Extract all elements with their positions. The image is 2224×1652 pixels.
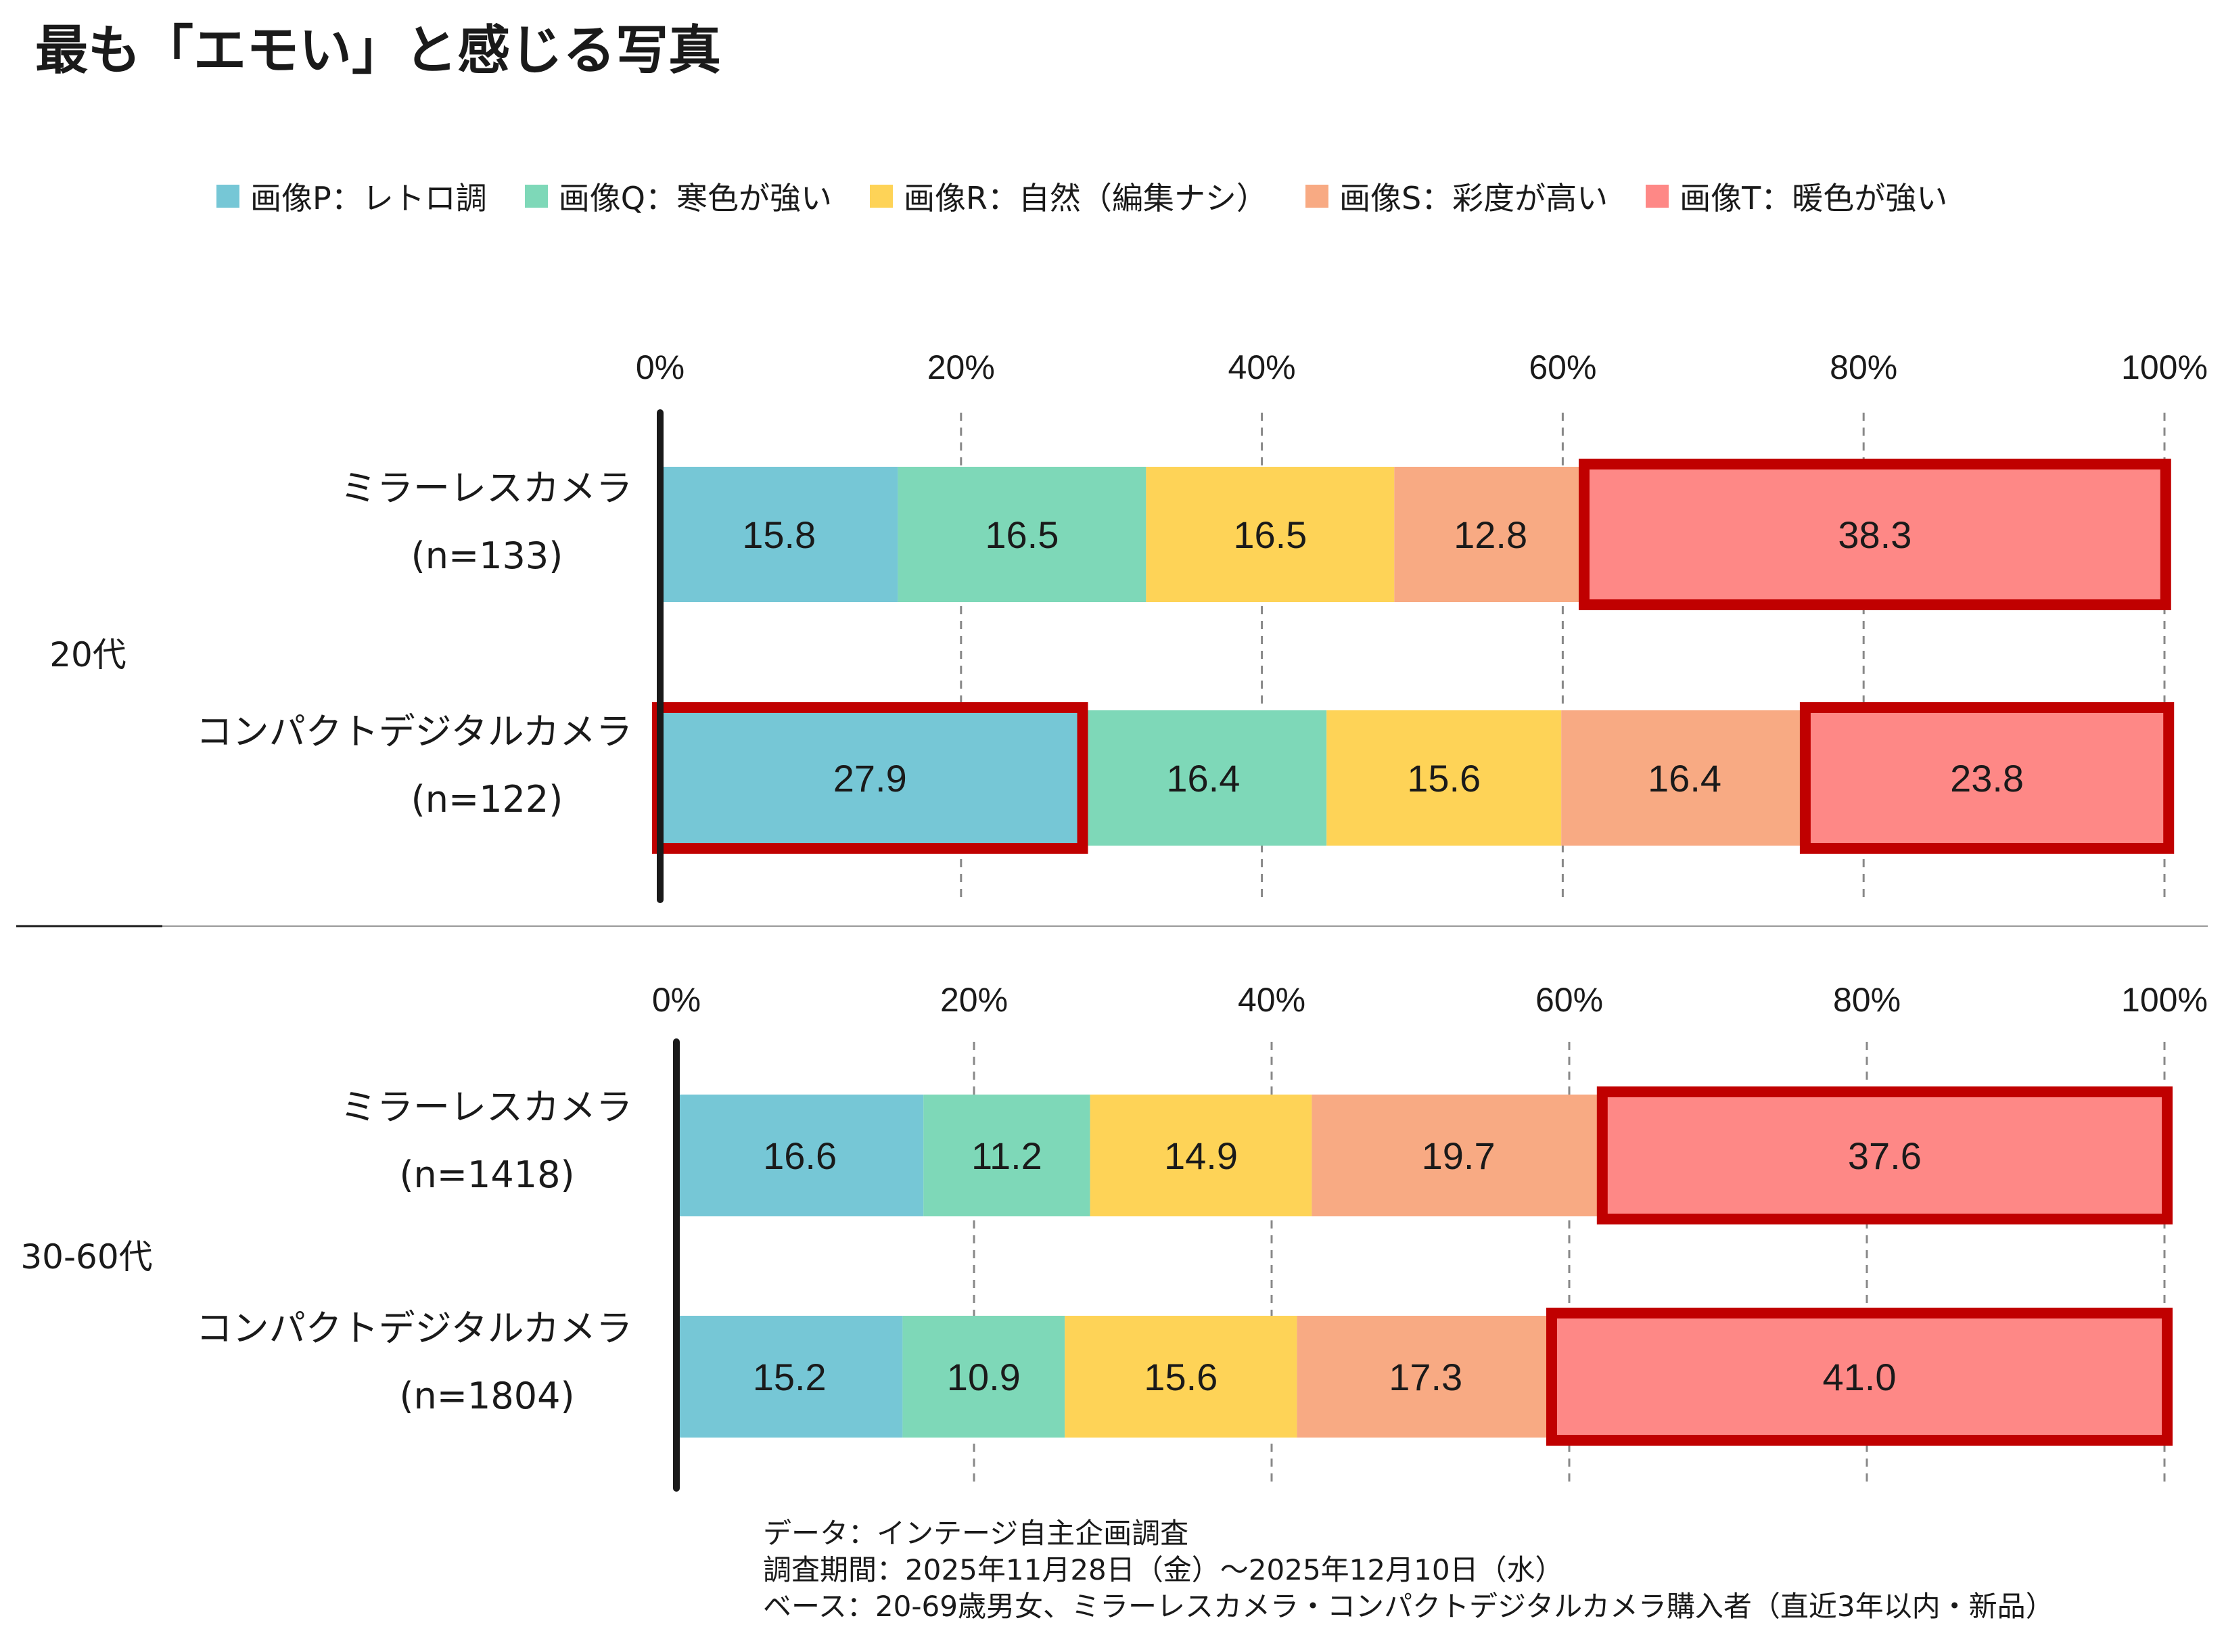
legend-item-4: 画像T：暖色が強い — [1646, 174, 1947, 219]
footnotes: データ：インテージ自主企画調査 調査期間：2025年11月28日（金）～2025… — [763, 1515, 2054, 1625]
category-label: コンパクトデジタルカメラ — [196, 710, 632, 753]
legend-swatch — [216, 185, 239, 208]
bar-segment — [1807, 710, 2167, 846]
legend-item-3: 画像S：彩度が高い — [1305, 174, 1608, 219]
bar-value-label: 15.6 — [1407, 757, 1481, 800]
legend-label: 画像S：彩度が高い — [1339, 180, 1608, 216]
bar-value-label: 16.4 — [1648, 757, 1721, 800]
highlight-box — [1799, 702, 2175, 854]
legend-label: 画像R：自然（編集ナシ） — [903, 180, 1268, 216]
bar-value-label: 38.3 — [1838, 513, 1912, 556]
legend-swatch — [869, 185, 893, 208]
bar-segment — [1146, 467, 1395, 602]
bar-segment — [1065, 1316, 1297, 1438]
highlight-box — [1546, 1308, 2173, 1446]
bar-segment — [1554, 1316, 2164, 1438]
bar-value-label: 15.6 — [1144, 1356, 1218, 1398]
footnote-data-source: データ：インテージ自主企画調査 — [763, 1517, 1189, 1550]
bar-segment — [1586, 467, 2163, 602]
bar-value-label: 16.5 — [985, 513, 1059, 556]
bar-value-label: 23.8 — [1950, 757, 2024, 800]
x-tick-label: 60% — [1529, 348, 1596, 386]
bar-segment — [676, 1095, 924, 1216]
x-tick-label: 80% — [1830, 348, 1897, 386]
category-label: ミラーレスカメラ — [340, 467, 632, 509]
x-tick-label: 0% — [652, 981, 701, 1019]
bar-value-label: 15.2 — [753, 1356, 827, 1398]
x-tick-label: 40% — [1238, 981, 1305, 1019]
x-tick-label: 0% — [636, 348, 685, 386]
bar-segment — [1080, 710, 1327, 846]
group-label: 20代 — [49, 635, 126, 674]
bar-value-label: 16.4 — [1166, 757, 1240, 800]
x-tick-label: 20% — [927, 348, 995, 386]
bar-value-label: 12.8 — [1454, 513, 1527, 556]
bar-value-label: 27.9 — [833, 757, 907, 800]
sample-size-label: (n=1804) — [399, 1375, 574, 1417]
x-tick-label: 100% — [2121, 348, 2208, 386]
bar-segment — [902, 1316, 1065, 1438]
bar-segment — [1090, 1095, 1312, 1216]
bar-value-label: 15.8 — [742, 513, 816, 556]
footnote-base: ベース：20-69歳男女、ミラーレスカメラ・コンパクトデジタルカメラ購入者（直近… — [763, 1590, 2054, 1623]
bar-value-label: 16.5 — [1233, 513, 1307, 556]
bar-segment — [1297, 1316, 1554, 1438]
x-tick-label: 100% — [2121, 981, 2208, 1019]
highlight-box — [1596, 1086, 2173, 1224]
bar-segment — [660, 467, 898, 602]
footnote-survey-period: 調査期間：2025年11月28日（金）～2025年12月10日（水） — [763, 1553, 1564, 1586]
x-tick-label: 60% — [1535, 981, 1603, 1019]
bar-value-label: 41.0 — [1823, 1356, 1897, 1398]
legend: 画像P：レトロ調 画像Q：寒色が強い 画像R：自然（編集ナシ） 画像S：彩度が高い 画像… — [216, 169, 1985, 223]
bar-value-label: 17.3 — [1389, 1356, 1462, 1398]
chart-title: 最も「エモい」と感じる写真 — [35, 20, 722, 81]
legend-swatch — [1305, 185, 1328, 208]
bar-value-label: 14.9 — [1164, 1134, 1238, 1177]
bar-segment — [1394, 467, 1587, 602]
bar-segment — [660, 710, 1080, 846]
bar-segment — [923, 1095, 1090, 1216]
legend-swatch — [524, 185, 548, 208]
x-tick-label: 40% — [1228, 348, 1296, 386]
category-label: ミラーレスカメラ — [340, 1086, 632, 1128]
bar-segment — [676, 1316, 903, 1438]
bar-value-label: 10.9 — [947, 1356, 1021, 1398]
x-tick-label: 80% — [1833, 981, 1901, 1019]
highlight-box — [1578, 459, 2171, 610]
bar-segment — [1312, 1095, 1605, 1216]
group-label: 30-60代 — [20, 1237, 152, 1277]
sample-size-label: (n=1418) — [399, 1153, 574, 1196]
sample-size-label: (n=122) — [411, 778, 563, 821]
legend-swatch — [1646, 185, 1669, 208]
legend-item-2: 画像R：自然（編集ナシ） — [869, 174, 1268, 219]
bar-segment — [898, 467, 1146, 602]
bar-segment — [1561, 710, 1808, 846]
legend-item-0: 画像P：レトロ調 — [216, 174, 487, 219]
sample-size-label: (n=133) — [411, 534, 563, 577]
category-label: コンパクトデジタルカメラ — [196, 1307, 632, 1350]
legend-label: 画像Q：寒色が強い — [558, 180, 832, 216]
bar-value-label: 11.2 — [971, 1134, 1042, 1177]
bar-segment — [1604, 1095, 2164, 1216]
legend-label: 画像T：暖色が強い — [1679, 180, 1948, 216]
legend-label: 画像P：レトロ調 — [250, 180, 487, 216]
x-tick-label: 20% — [940, 981, 1008, 1019]
legend-item-1: 画像Q：寒色が強い — [524, 174, 832, 219]
bar-value-label: 16.6 — [763, 1134, 837, 1177]
bar-value-label: 37.6 — [1848, 1134, 1922, 1177]
bar-segment — [1326, 710, 1562, 846]
bar-value-label: 19.7 — [1422, 1134, 1496, 1177]
